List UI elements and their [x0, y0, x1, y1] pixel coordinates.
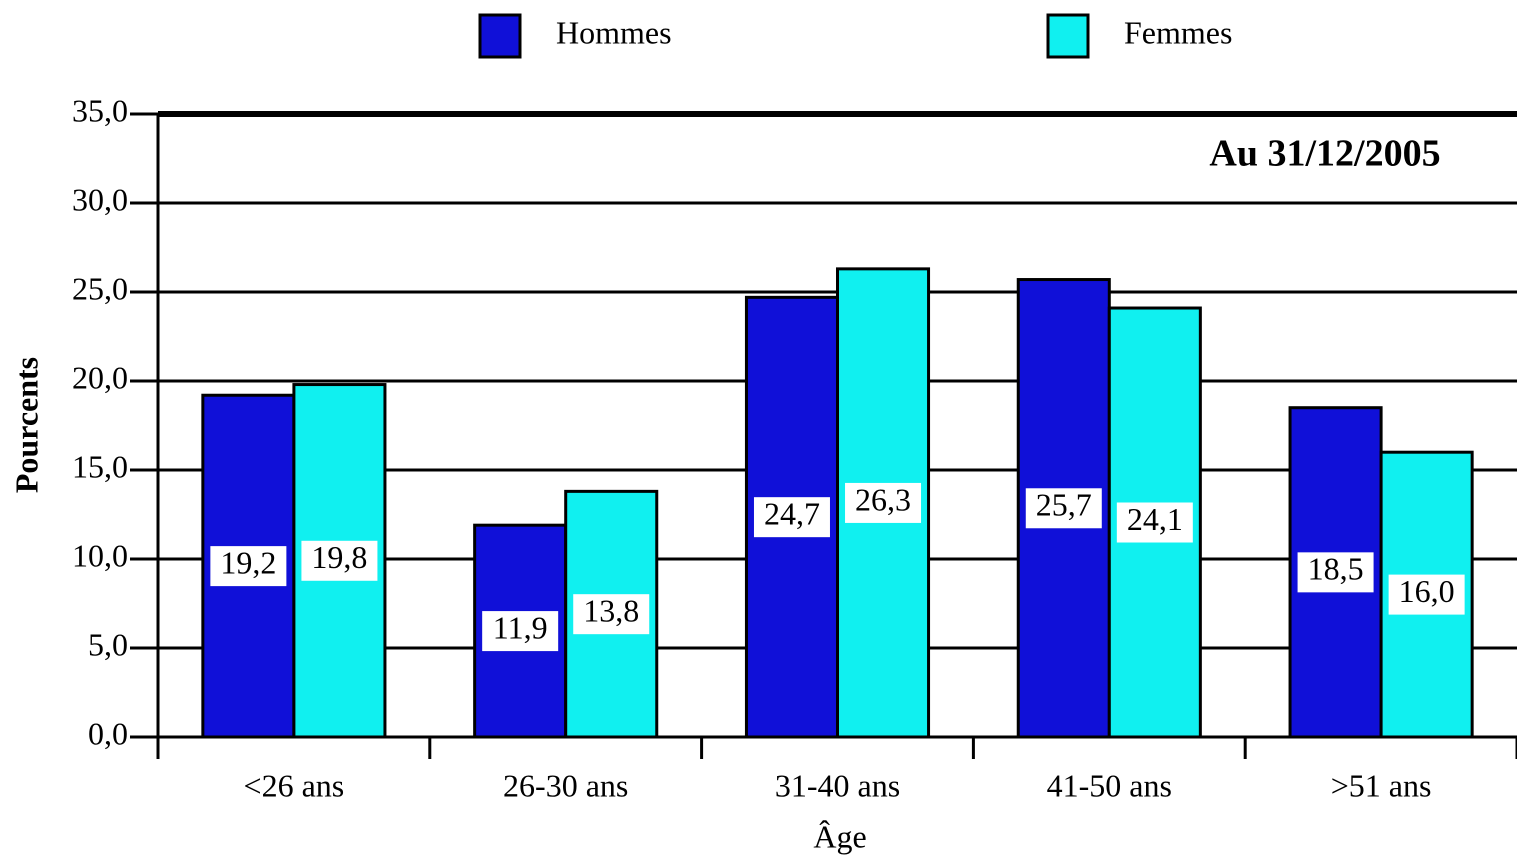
legend-swatch [1046, 13, 1090, 59]
y-tick-label: 30,0 [72, 181, 128, 217]
value-label: 18,5 [1308, 551, 1364, 587]
x-tick-label: <26 ans [244, 767, 345, 803]
value-label-bg [210, 546, 287, 587]
y-tick-label: 20,0 [72, 359, 128, 395]
value-label-bg [845, 482, 922, 523]
value-label-bg [1388, 574, 1465, 615]
value-label: 25,7 [1036, 487, 1092, 523]
value-label: 26,3 [855, 481, 911, 517]
value-label: 16,0 [1399, 573, 1455, 609]
value-label: 24,7 [764, 496, 820, 532]
x-tick-label: 26-30 ans [503, 767, 628, 803]
value-label: 13,8 [583, 593, 639, 629]
legend-label: Hommes [556, 14, 672, 50]
legend-swatch [478, 13, 522, 59]
value-label-bg [1297, 552, 1374, 593]
y-axis-label: Pourcents [8, 357, 44, 493]
y-tick-label: 25,0 [72, 270, 128, 306]
value-label-bg [753, 497, 830, 538]
value-label: 19,8 [311, 539, 367, 575]
y-tick-label: 15,0 [72, 448, 128, 484]
value-label-bg [1025, 488, 1102, 529]
x-tick-label: 31-40 ans [775, 767, 900, 803]
value-label: 19,2 [220, 544, 276, 580]
value-label: 24,1 [1127, 501, 1183, 537]
legend-label: Femmes [1124, 14, 1232, 50]
value-label-bg [301, 540, 378, 581]
x-axis-label: Âge [813, 818, 866, 854]
value-label-bg [1116, 502, 1193, 543]
value-label-bg [482, 611, 559, 652]
value-label-bg [573, 594, 650, 635]
x-tick-label: 41-50 ans [1047, 767, 1172, 803]
y-tick-label: 0,0 [88, 715, 128, 751]
y-tick-label: 5,0 [88, 626, 128, 662]
value-label: 11,9 [493, 609, 548, 645]
x-tick-label: >51 ans [1331, 767, 1432, 803]
annotation: Au 31/12/2005 [1209, 133, 1440, 175]
y-tick-label: 10,0 [72, 537, 128, 573]
y-tick-label: 35,0 [72, 92, 128, 128]
